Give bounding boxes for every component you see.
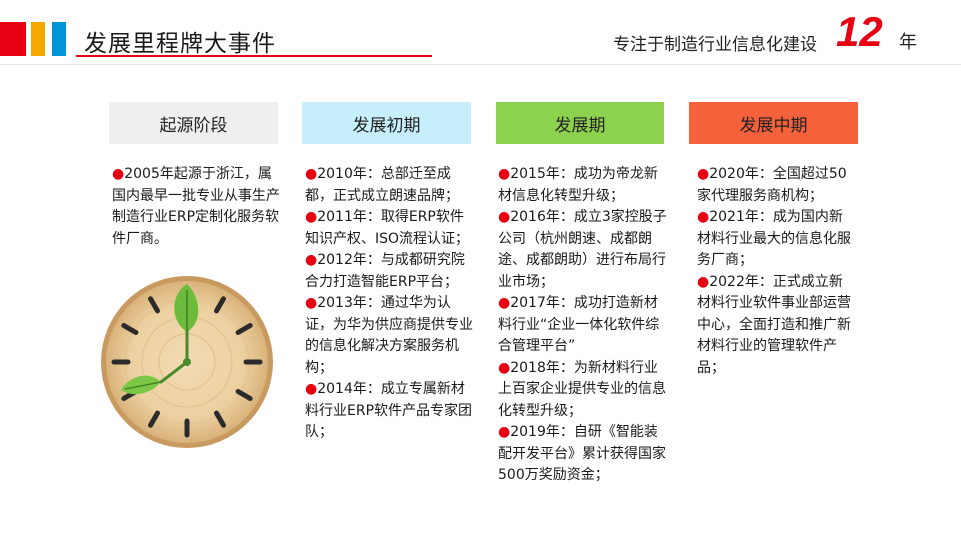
bullet-dot-icon: ●: [305, 295, 318, 311]
bullet-dot-icon: ●: [697, 166, 710, 182]
milestone-item: ●2005年起源于浙江，属国内最早一批专业从事生产制造行业ERP定制化服务软件厂…: [112, 166, 280, 247]
milestone-item: ●2021年：成为国内新材料行业最大的信息化服务厂商；: [697, 209, 851, 268]
stage-column-early: ●2010年：总部迁至成都，正式成立朗速品牌； ●2011年：取得ERP软件知识…: [305, 164, 474, 444]
milestone-item: ●2014年：成立专属新材料行业ERP软件产品专家团队；: [305, 381, 473, 440]
bullet-dot-icon: ●: [498, 424, 511, 440]
stage-header-origin: 起源阶段: [109, 102, 278, 144]
slogan: 专注于制造行业信息化建设: [613, 35, 817, 55]
stage-column-growth: ●2015年：成功为帝龙新材信息化转型升级； ●2016年：成立3家控股子公司（…: [498, 164, 668, 487]
bullet-dot-icon: ●: [697, 209, 710, 225]
red-accent-bar: [0, 22, 26, 56]
milestone-item: ●2019年：自研《智能装配开发平台》累计获得国家500万奖励资金；: [498, 424, 666, 483]
bullet-dot-icon: ●: [697, 273, 710, 290]
bullet-dot-icon: ●: [498, 209, 511, 225]
years-number: 12: [836, 8, 883, 55]
milestone-item: ●2020年：全国超过50家代理服务商机构；: [697, 166, 847, 204]
milestone-item: ●2010年：总部迁至成都，正式成立朗速品牌；: [305, 166, 459, 204]
milestone-item: ●2018年：为新材料行业上百家企业提供专业的信息化转型升级；: [498, 359, 666, 419]
page-title: 发展里程牌大事件: [84, 31, 276, 57]
milestone-item: ●2012年：与成都研究院合力打造智能ERP平台；: [305, 252, 465, 290]
stage-column-origin: ●2005年起源于浙江，属国内最早一批专业从事生产制造行业ERP定制化服务软件厂…: [112, 164, 284, 250]
stage-column-mid: ●2020年：全国超过50家代理服务商机构； ●2021年：成为国内新材料行业最…: [697, 164, 851, 379]
blue-accent-bar: [52, 22, 66, 56]
stage-header-growth: 发展期: [496, 102, 664, 144]
header-divider: [0, 64, 961, 65]
stage-header-mid: 发展中期: [689, 102, 858, 144]
wooden-clock-with-leaves-icon: [101, 276, 273, 448]
milestone-item: ●2015年：成功为帝龙新材信息化转型升级；: [498, 166, 658, 204]
title-underline: [76, 55, 432, 57]
years-unit: 年: [899, 32, 917, 53]
milestone-item: ●2022年：正式成立新材料行业软件事业部运营中心，全面打造和推广新材料行业的管…: [697, 273, 851, 376]
bullet-dot-icon: ●: [305, 252, 318, 268]
milestone-item: ●2011年：取得ERP软件知识产权、ISO流程认证；: [305, 209, 470, 247]
milestone-item: ●2017年：成功打造新材料行业“企业一体化软件综合管理平台”: [498, 295, 660, 354]
stage-header-early: 发展初期: [302, 102, 471, 144]
bullet-dot-icon: ●: [498, 359, 511, 376]
milestone-item: ●2013年：通过华为认证，为华为供应商提供专业的信息化解决方案服务机构；: [305, 295, 473, 376]
bullet-dot-icon: ●: [498, 295, 511, 311]
bullet-dot-icon: ●: [305, 209, 318, 225]
bullet-dot-icon: ●: [305, 166, 318, 182]
milestone-item: ●2016年：成立3家控股子公司（杭州朗速、成都朗途、成都朗助）进行布局行业市场…: [498, 209, 667, 290]
yellow-accent-bar: [31, 22, 45, 56]
bullet-dot-icon: ●: [112, 166, 125, 182]
bullet-dot-icon: ●: [498, 166, 511, 182]
bullet-dot-icon: ●: [305, 381, 318, 397]
